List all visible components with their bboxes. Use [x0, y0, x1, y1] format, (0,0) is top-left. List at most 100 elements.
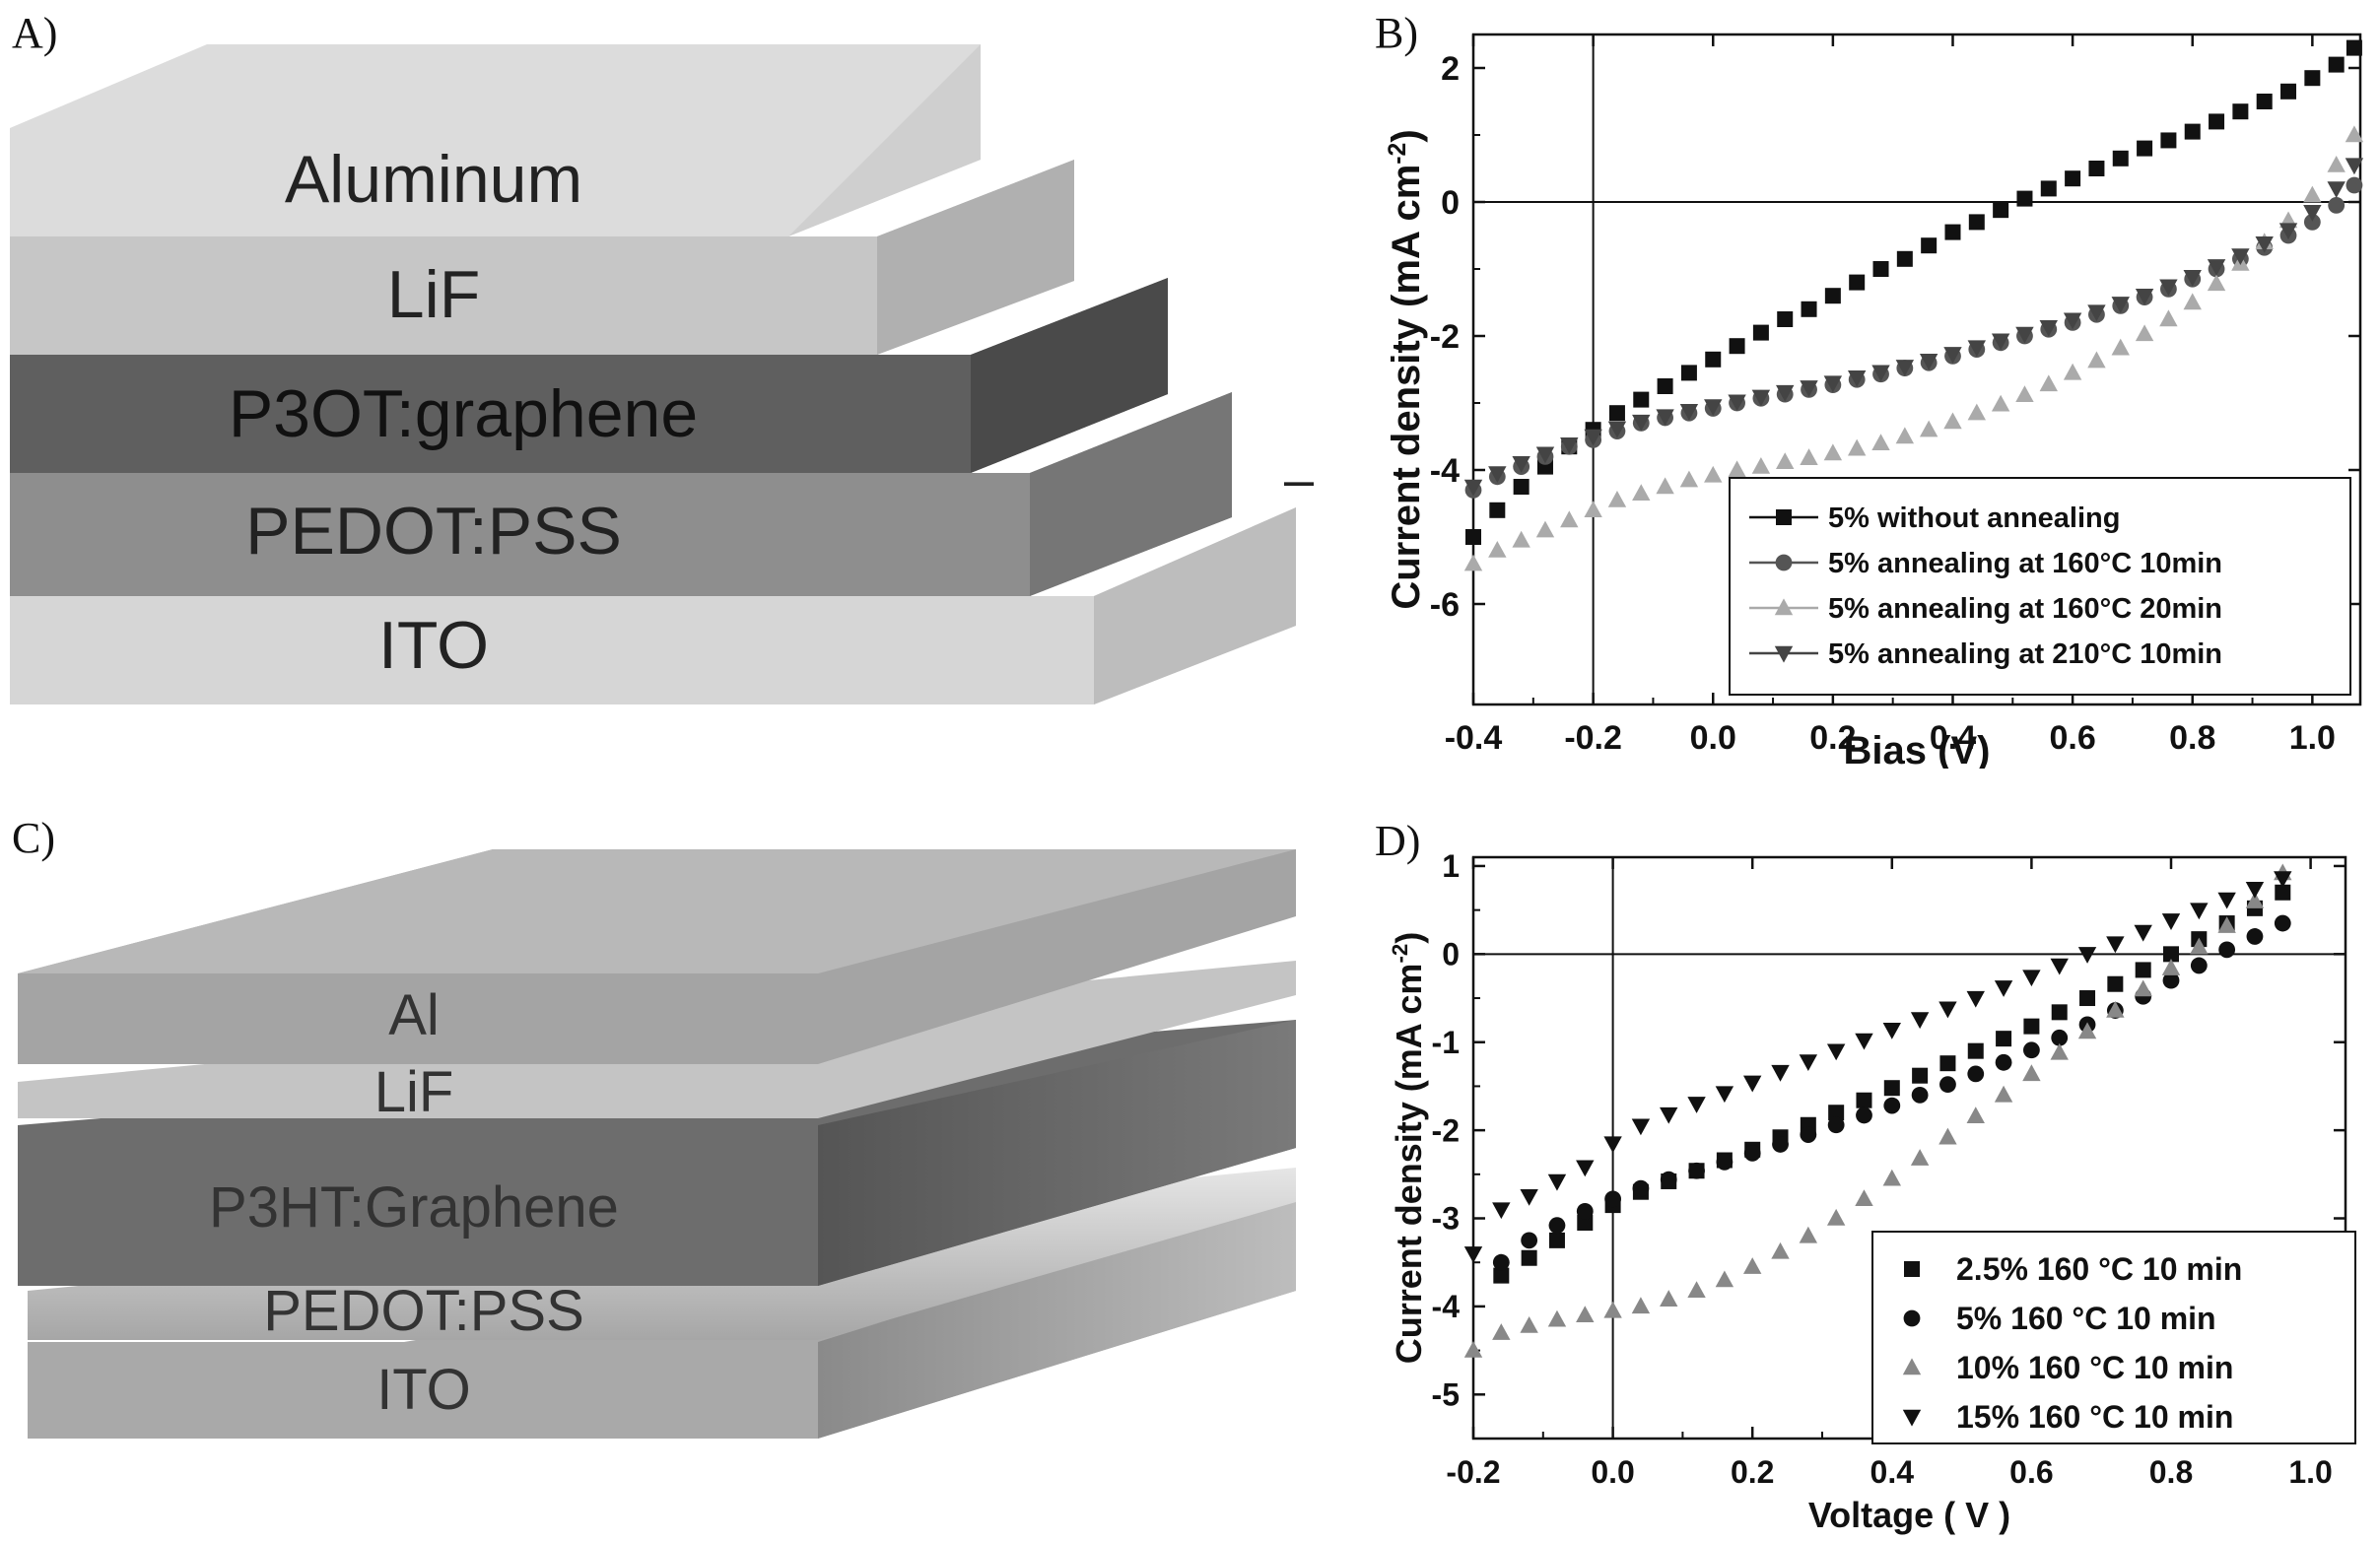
data-point-series-4: [1679, 403, 1699, 421]
x-tick-label: -0.2: [1564, 719, 1622, 757]
layer-lif-a: [10, 160, 1074, 355]
data-point-series-4: [1463, 479, 1483, 497]
data-point-series-1: [1996, 1031, 2012, 1047]
data-point-series-2: [1856, 1106, 1872, 1124]
y-tick-label: -6: [1430, 586, 1460, 624]
data-point-series-1: [2256, 94, 2273, 109]
data-point-series-2: [2162, 972, 2180, 989]
y-axis-label-sup: -2: [1388, 944, 1412, 964]
data-point-series-2: [2303, 214, 2321, 231]
data-point-series-1: [2107, 975, 2124, 992]
data-point-series-3: [1607, 491, 1627, 507]
data-point-series-2: [1743, 1144, 1761, 1162]
data-point-series-1: [2051, 1004, 2068, 1021]
data-point-series-2: [1772, 1136, 1789, 1153]
dash-marker: –: [1284, 450, 1314, 509]
data-point-series-1: [2088, 161, 2105, 176]
data-point-series-3: [2190, 937, 2209, 955]
data-point-series-3: [2087, 351, 2106, 369]
data-point-series-3: [1656, 477, 1674, 495]
data-point-series-1: [2346, 39, 2362, 56]
data-point-series-2: [2246, 928, 2264, 945]
data-point-series-3: [1743, 1257, 1762, 1274]
data-point-series-3: [1603, 1301, 1622, 1318]
data-point-series-3: [1679, 470, 1699, 488]
y-tick-label: -2: [1432, 1112, 1460, 1148]
y-tick-label: 0: [1441, 184, 1460, 222]
layer-p3ot-a: [10, 278, 1168, 473]
data-point-series-3: [1967, 403, 1987, 421]
x-axis-label: Bias (V): [1844, 729, 1991, 769]
device-diagram-c: Al LiF P3HT:Graphene PEDOT:PSS ITO: [18, 849, 1296, 1439]
data-point-series-4: [2087, 304, 2106, 322]
x-tick-label: 1.0: [2288, 1454, 2332, 1490]
data-point-series-4: [1882, 1023, 1901, 1039]
data-point-series-4: [2255, 235, 2274, 253]
data-point-series-3: [1799, 1226, 1818, 1243]
data-point-series-3: [2345, 125, 2364, 143]
x-tick-label: -0.4: [1445, 719, 1503, 757]
data-point-series-4: [1660, 1106, 1678, 1124]
data-point-series-1: [2209, 113, 2225, 130]
x-tick-label: 0.0: [1690, 719, 1736, 757]
data-point-series-3: [2039, 374, 2058, 392]
data-point-series-4: [2217, 892, 2236, 909]
data-point-series-4: [1994, 980, 2013, 997]
data-point-series-1: [1608, 405, 1625, 422]
y-axis-label: Current density (mA cm-2): [1388, 932, 1429, 1365]
data-point-series-1: [1921, 237, 1938, 254]
data-point-series-1: [2065, 170, 2081, 187]
data-point-series-1: [1939, 1055, 1956, 1072]
data-point-series-4: [1584, 429, 1602, 446]
data-point-series-3: [2022, 1064, 2041, 1082]
data-point-series-3: [1535, 520, 1555, 538]
data-point-series-2: [1995, 1053, 2012, 1071]
data-point-series-1: [1777, 311, 1794, 327]
label-pedot-a: PEDOT:PSS: [245, 494, 622, 569]
data-point-series-1: [2328, 56, 2345, 73]
data-point-series-4: [1855, 1033, 1873, 1050]
data-point-series-4: [1943, 347, 1962, 364]
panel-d-label: D): [1375, 817, 1421, 865]
data-point-series-4: [2050, 958, 2069, 975]
data-point-series-3: [1776, 452, 1795, 470]
data-point-series-4: [1991, 333, 2010, 351]
data-point-series-1: [1680, 365, 1697, 381]
data-point-series-3: [2327, 156, 2346, 172]
data-point-series-3: [1704, 465, 1723, 483]
x-tick-label: 0.2: [1809, 719, 1856, 757]
data-point-series-4: [2161, 913, 2181, 930]
x-tick-label: 0.8: [2169, 719, 2215, 757]
data-point-series-3: [1938, 1127, 1957, 1145]
data-point-series-1: [1493, 1267, 1510, 1284]
data-point-series-4: [1800, 380, 1818, 397]
data-point-series-3: [2303, 185, 2322, 203]
data-point-series-4: [2159, 279, 2178, 297]
data-point-series-4: [1687, 1097, 1706, 1113]
x-tick-label: 0.4: [1870, 1454, 1915, 1490]
legend-label-4: 5% annealing at 210°C 10min: [1828, 638, 2222, 670]
data-point-series-2: [1800, 1126, 1817, 1143]
data-point-series-4: [1488, 466, 1507, 483]
y-axis-label: Current density (mA cm-2): [1385, 129, 1428, 609]
data-point-series-4: [1632, 414, 1651, 432]
data-point-series-3: [2106, 1000, 2125, 1018]
layer-aluminum-a: [10, 44, 981, 236]
legend-marker-1: [1904, 1261, 1920, 1277]
data-point-series-4: [1715, 1086, 1734, 1104]
data-point-series-4: [2106, 936, 2125, 954]
data-point-series-1: [1896, 250, 1913, 267]
data-point-series-4: [1607, 421, 1627, 438]
x-tick-label: -0.2: [1446, 1454, 1500, 1490]
data-point-series-3: [2050, 1042, 2069, 1060]
legend-label-1: 2.5% 160 °C 10 min: [1956, 1251, 2242, 1287]
legend-label-3: 10% 160 °C 10 min: [1956, 1350, 2233, 1385]
legend-marker-4: [1902, 1409, 1922, 1427]
legend-label-2: 5% 160 °C 10 min: [1956, 1301, 2216, 1336]
legend-marker-4: [1774, 645, 1794, 663]
data-point-series-4: [1966, 990, 1985, 1008]
data-point-series-4: [2063, 312, 2082, 330]
legend-marker-2: [1903, 1309, 1921, 1327]
data-point-series-4: [2183, 269, 2202, 287]
data-point-series-3: [2217, 916, 2236, 933]
